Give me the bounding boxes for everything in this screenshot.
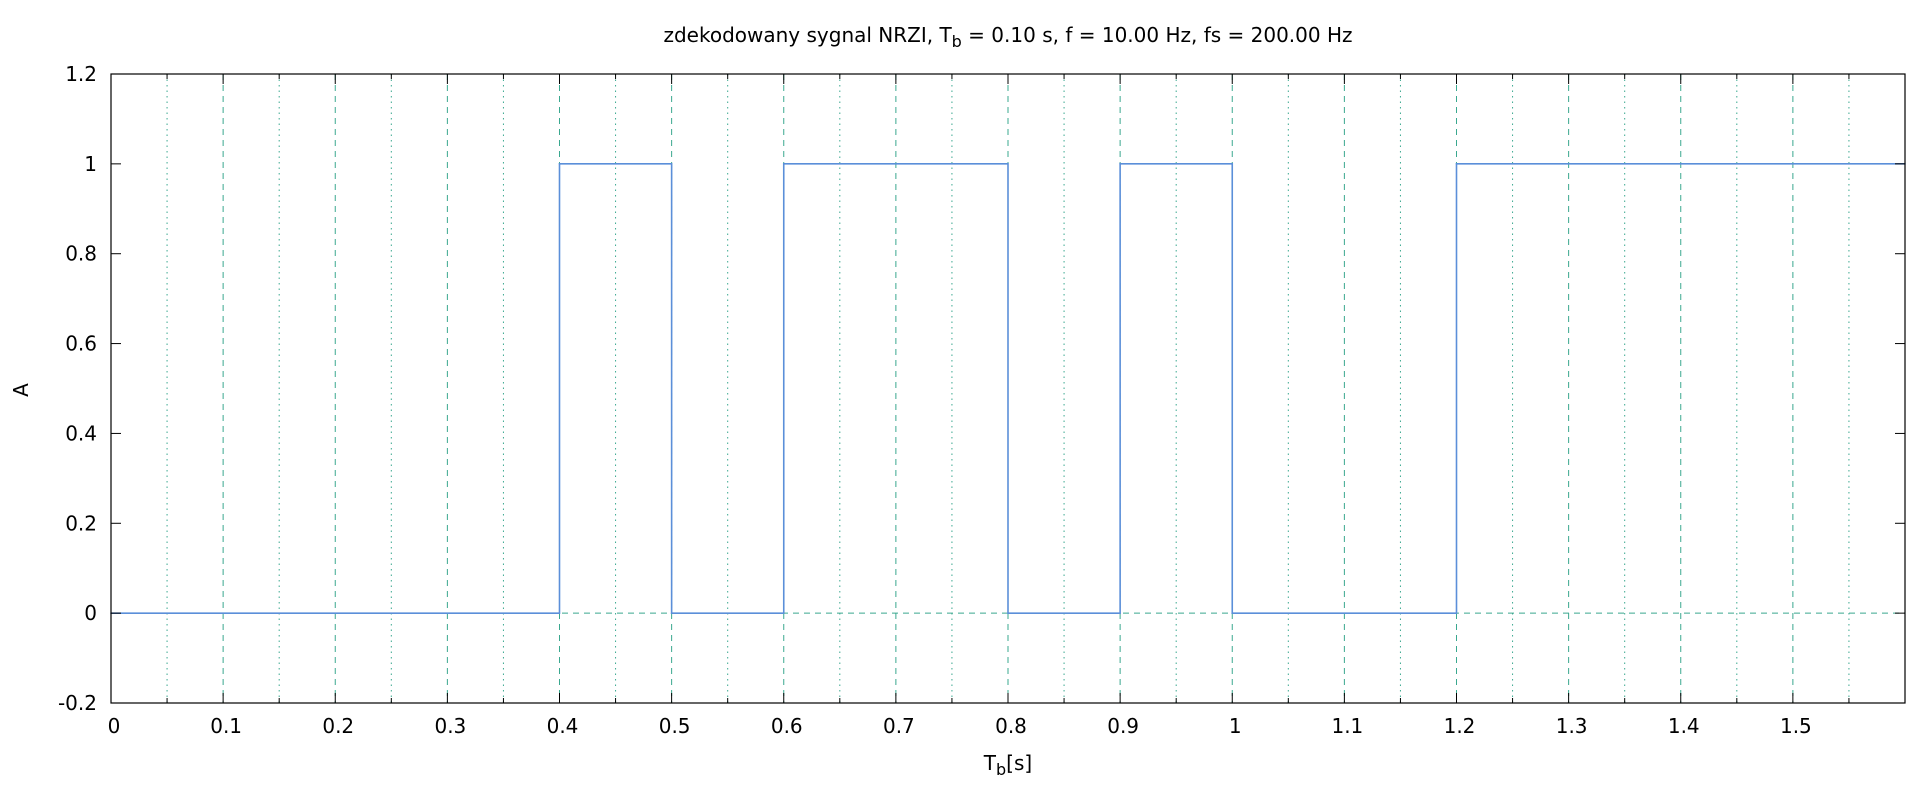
y-tick-label: 1.2 (65, 62, 97, 86)
x-tick-label: 0.6 (771, 714, 803, 738)
y-tick-label: -0.2 (58, 691, 97, 715)
x-tick-label: 0.8 (995, 714, 1027, 738)
grid-minor (166, 74, 1850, 703)
y-tick-label: 1 (84, 152, 97, 176)
x-tick-label: 0.9 (1107, 714, 1139, 738)
x-tick-label: 0.3 (434, 714, 466, 738)
y-tick-label: 0.4 (65, 421, 97, 445)
x-tick-label: 1.2 (1444, 714, 1476, 738)
y-tick-label: 0.6 (65, 332, 97, 356)
ticks-layer (110, 73, 1905, 704)
y-axis-label: A (9, 383, 33, 397)
data-point (1007, 612, 1009, 614)
data-point (1455, 163, 1458, 165)
x-tick-label: 1.3 (1556, 714, 1588, 738)
x-tick-label: 0.2 (322, 714, 354, 738)
series-line (111, 163, 1905, 614)
x-tick-label: 0.7 (883, 714, 915, 738)
x-axis-label: Tb[s] (983, 751, 1032, 779)
x-tick-label: 1.4 (1668, 714, 1700, 738)
data-point (558, 163, 561, 165)
data-point (782, 163, 785, 165)
x-axis-label-subscript: b (996, 760, 1006, 779)
data-point (1119, 163, 1121, 165)
chart-title-subscript: b (952, 32, 962, 51)
y-tick-label: 0 (84, 601, 97, 625)
chart-title: zdekodowany sygnal NRZI, Tb = 0.10 s, f … (663, 23, 1352, 51)
tick-labels: 0 0.1 0.2 0.3 0.4 0.5 0.6 0.7 0.8 0.9 1 1.1 1.2 1.3 1.… (58, 62, 1812, 738)
data-point (1231, 612, 1234, 614)
x-tick-label: 1.5 (1780, 714, 1812, 738)
x-tick-label: 1.1 (1331, 714, 1363, 738)
data-point (670, 612, 673, 614)
y-tick-label: 0.8 (65, 242, 97, 266)
x-tick-label: 0.5 (659, 714, 691, 738)
series-layer (110, 163, 1906, 614)
x-tick-label: 0 (108, 714, 121, 738)
x-tick-label: 0.4 (547, 714, 579, 738)
x-tick-label: 0.1 (210, 714, 242, 738)
x-tick-label: 1 (1229, 714, 1242, 738)
y-tick-label: 0.2 (65, 511, 97, 535)
